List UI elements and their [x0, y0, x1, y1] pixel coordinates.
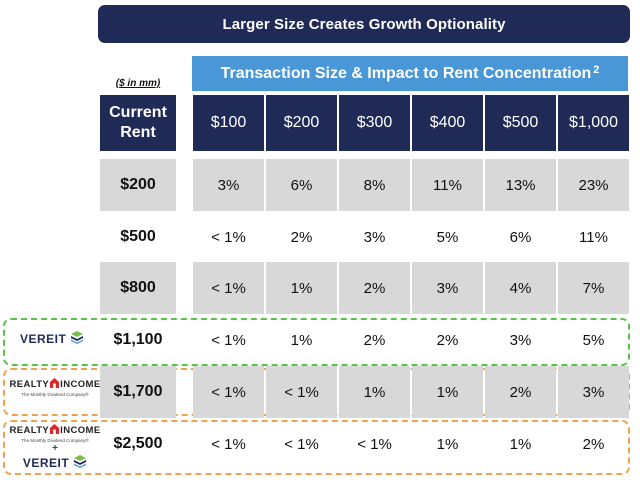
- table-cell: 8%: [339, 159, 410, 211]
- vereit-logo-text: VEREIT: [22, 455, 70, 470]
- realty-income-tagline: The Monthly Dividend Company®: [21, 392, 89, 397]
- table-row-rent: $1,700: [100, 366, 176, 418]
- plus-sign: +: [52, 443, 58, 454]
- table-cell: 23%: [558, 159, 629, 211]
- table-cell: 3%: [412, 262, 483, 314]
- realty-income-logo: REALTY INCOME The Monthly Dividend Compa…: [9, 424, 101, 445]
- vereit-row-highlight: [3, 318, 630, 366]
- table-row-rent: $1,100: [113, 331, 163, 348]
- realty-income-logo-left: REALTY: [9, 424, 50, 436]
- table-cell: 6%: [266, 159, 337, 211]
- footnote-marker: 2: [593, 63, 600, 76]
- table-cell: 2%: [339, 262, 410, 314]
- subtitle-text: Transaction Size & Impact to Rent Concen…: [220, 64, 592, 82]
- units-label: ($ in mm): [115, 78, 161, 89]
- table-cell: < 1%: [193, 366, 264, 418]
- table-cell: 11%: [579, 228, 608, 246]
- vereit-stack-icon: [73, 454, 87, 471]
- realty-income-logo-right: INCOME: [60, 378, 101, 390]
- column-header: $200: [266, 95, 337, 151]
- realty-income-house-icon: [50, 424, 60, 436]
- table-cell: 2%: [363, 331, 386, 349]
- table-cell: 4%: [485, 262, 556, 314]
- table-cell: < 1%: [211, 435, 246, 453]
- vereit-logo: VEREIT: [20, 330, 98, 352]
- page-title: Larger Size Creates Growth Optionality: [98, 5, 630, 43]
- vereit-logo-text: VEREIT: [20, 331, 67, 346]
- table-cell: 6%: [509, 228, 532, 246]
- table-cell: < 1%: [211, 228, 246, 246]
- table-row-rent: $200: [100, 159, 176, 211]
- realty-income-house-icon: [50, 378, 60, 390]
- column-header: $500: [485, 95, 556, 151]
- table-cell: 3%: [193, 159, 264, 211]
- combined-row-highlight: [3, 420, 630, 475]
- table-row-rent: $500: [120, 228, 156, 245]
- table-cell: 1%: [509, 435, 532, 453]
- column-header: $100: [193, 95, 264, 151]
- table-cell: 3%: [363, 228, 386, 246]
- table-cell: 1%: [339, 366, 410, 418]
- section-subtitle: Transaction Size & Impact to Rent Concen…: [192, 56, 628, 91]
- table-cell: < 1%: [211, 331, 246, 349]
- table-cell: 3%: [509, 331, 532, 349]
- table-cell: 11%: [412, 159, 483, 211]
- column-header: $400: [412, 95, 483, 151]
- realty-income-logo-left: REALTY: [9, 378, 50, 390]
- combined-logo: REALTY INCOME The Monthly Dividend Compa…: [9, 424, 101, 472]
- table-cell: 7%: [558, 262, 629, 314]
- table-cell: < 1%: [266, 366, 337, 418]
- table-cell: 1%: [290, 331, 313, 349]
- table-cell: 1%: [436, 435, 459, 453]
- realty-income-logo-right: INCOME: [60, 424, 101, 436]
- table-row-rent: $2,500: [113, 435, 163, 452]
- table-cell: < 1%: [284, 435, 319, 453]
- column-header: $1,000: [558, 95, 629, 151]
- table-cell: 1%: [412, 366, 483, 418]
- current-rent-header-line1: Current: [109, 104, 167, 121]
- table-cell: 2%: [290, 228, 313, 246]
- table-cell: < 1%: [357, 435, 392, 453]
- table-cell: 5%: [436, 228, 459, 246]
- table-cell: 13%: [485, 159, 556, 211]
- table-cell: 1%: [266, 262, 337, 314]
- current-rent-header: Current Rent: [100, 95, 176, 151]
- realty-income-logo: REALTY INCOME The Monthly Dividend Compa…: [9, 378, 100, 406]
- vereit-stack-icon: [70, 330, 84, 347]
- table-cell: < 1%: [193, 262, 264, 314]
- table-cell: 2%: [582, 435, 605, 453]
- table-cell: 3%: [558, 366, 629, 418]
- table-row-rent: $800: [100, 262, 176, 314]
- realty-income-tagline: The Monthly Dividend Company®: [21, 438, 89, 443]
- table-cell: 2%: [436, 331, 459, 349]
- column-header: $300: [339, 95, 410, 151]
- vereit-logo: VEREIT: [12, 454, 98, 471]
- table-cell: 5%: [582, 331, 605, 349]
- table-cell: 2%: [485, 366, 556, 418]
- current-rent-header-line2: Rent: [120, 124, 156, 141]
